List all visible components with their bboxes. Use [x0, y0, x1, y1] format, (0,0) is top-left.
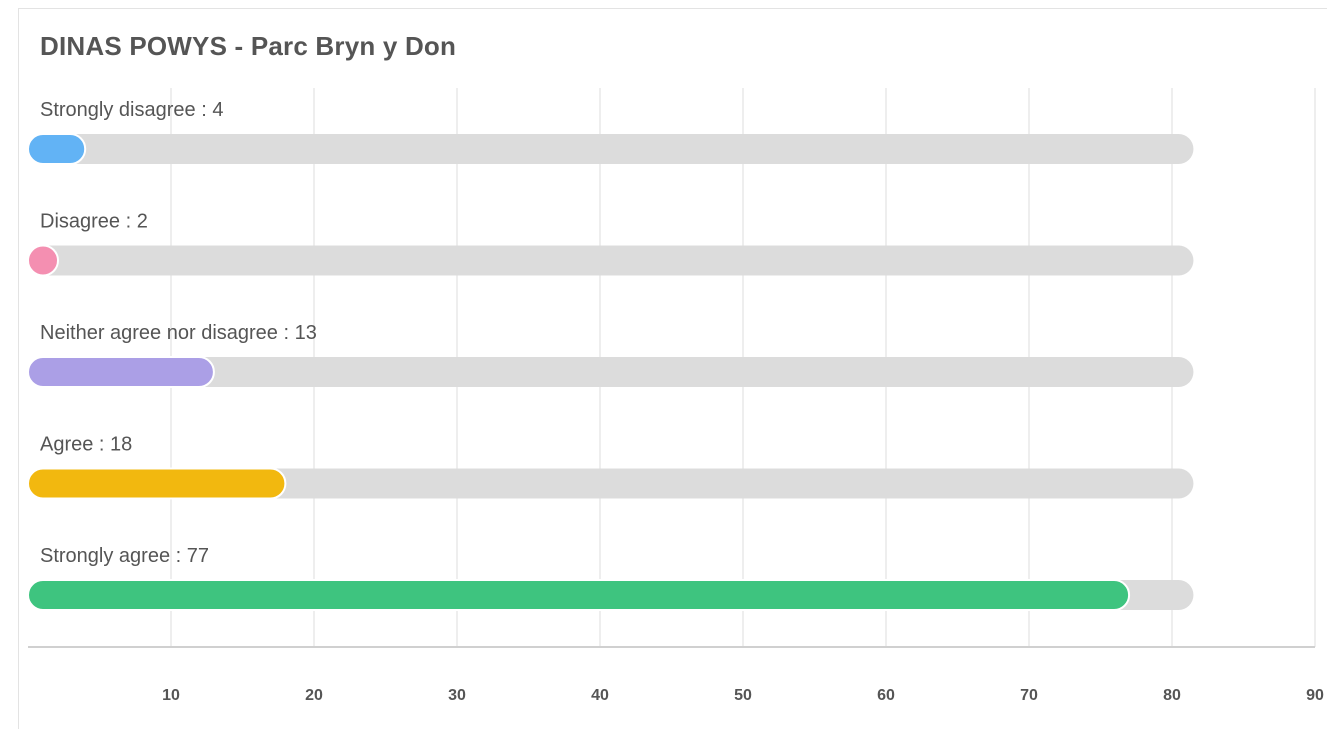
- bar-label: Neither agree nor disagree : 13: [40, 322, 317, 344]
- bar-strongly-agree[interactable]: [27, 579, 1131, 611]
- bar-agree[interactable]: [27, 467, 287, 500]
- chart-frame: [18, 8, 1327, 729]
- x-axis-ticks: 10 20 30 40 50 60 70 80 90: [162, 687, 1324, 704]
- x-tick-label: 70: [1020, 687, 1038, 704]
- bar-track: [28, 468, 1194, 499]
- x-tick-label: 40: [591, 687, 609, 704]
- bar-track: [28, 245, 1194, 276]
- bars: [27, 133, 1131, 611]
- bar-label: Strongly agree : 77: [40, 545, 209, 567]
- bar-disagree[interactable]: [27, 244, 59, 277]
- bar-labels: Strongly disagree : 4 Disagree : 2 Neither…: [40, 99, 317, 567]
- x-tick-label: 80: [1163, 687, 1181, 704]
- x-tick-label: 50: [734, 687, 752, 704]
- bar-track: [28, 357, 1194, 387]
- bar-label: Agree : 18: [40, 434, 132, 456]
- chart-title: DINAS POWYS - Parc Bryn y Don: [40, 31, 457, 61]
- x-tick-label: 30: [448, 687, 466, 704]
- x-tick-label: 90: [1306, 687, 1324, 704]
- x-tick-label: 10: [162, 687, 180, 704]
- bar-track: [28, 134, 1194, 164]
- bar-neither-agree-nor-disagree[interactable]: [27, 356, 215, 388]
- bar-label: Strongly disagree : 4: [40, 99, 223, 121]
- x-tick-label: 60: [877, 687, 895, 704]
- x-tick-label: 20: [305, 687, 323, 704]
- bar-strongly-disagree[interactable]: [27, 133, 87, 165]
- bar-label: Disagree : 2: [40, 211, 148, 233]
